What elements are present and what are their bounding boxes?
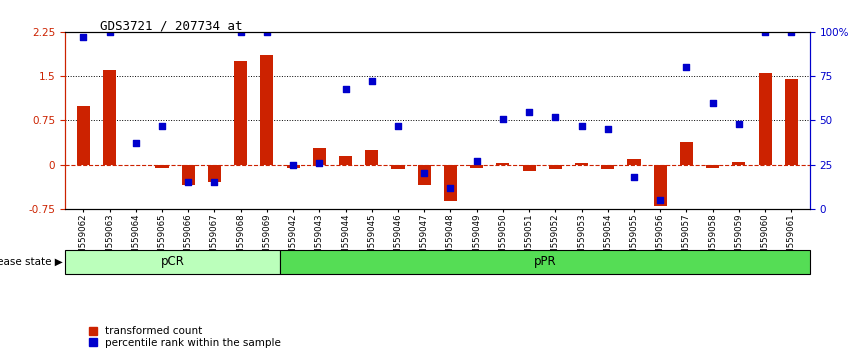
Bar <box>444 165 457 201</box>
Point <box>313 160 326 166</box>
Text: pPR: pPR <box>533 256 556 268</box>
Bar <box>65 250 280 274</box>
Point <box>339 86 352 91</box>
Legend: transformed count, percentile rank within the sample: transformed count, percentile rank withi… <box>87 325 282 349</box>
Point <box>417 171 431 176</box>
Bar <box>208 165 221 182</box>
Bar <box>470 165 483 167</box>
Bar <box>654 165 667 206</box>
Bar <box>496 164 509 165</box>
Bar <box>680 142 693 165</box>
Bar <box>103 70 116 165</box>
Bar <box>339 156 352 165</box>
Point <box>391 123 405 129</box>
Bar <box>365 150 378 165</box>
Point <box>181 179 195 185</box>
Bar <box>313 148 326 165</box>
Bar <box>287 165 300 167</box>
Point <box>759 29 772 35</box>
Point <box>680 64 694 70</box>
Bar <box>391 165 404 169</box>
Bar <box>417 165 430 185</box>
Bar <box>182 165 195 185</box>
Point <box>601 126 615 132</box>
Point <box>732 121 746 127</box>
Point <box>469 158 483 164</box>
Bar <box>77 105 90 165</box>
Bar <box>280 250 810 274</box>
Point <box>76 34 90 40</box>
Point <box>155 123 169 129</box>
Bar <box>628 159 641 165</box>
Bar <box>733 162 746 165</box>
Bar <box>261 56 274 165</box>
Point <box>653 197 667 203</box>
Point <box>627 174 641 180</box>
Text: GDS3721 / 207734_at: GDS3721 / 207734_at <box>100 19 242 33</box>
Point <box>286 162 300 167</box>
Point <box>443 185 457 190</box>
Point <box>129 141 143 146</box>
Bar <box>575 164 588 165</box>
Point <box>575 123 589 129</box>
Point <box>208 179 222 185</box>
Point <box>234 29 248 35</box>
Bar <box>549 165 562 169</box>
Point <box>522 109 536 114</box>
Point <box>785 29 798 35</box>
Bar <box>706 165 720 167</box>
Bar <box>155 165 169 167</box>
Point <box>496 116 510 121</box>
Point <box>260 29 274 35</box>
Point <box>706 100 720 105</box>
Bar <box>759 73 772 165</box>
Point <box>548 114 562 120</box>
Text: disease state ▶: disease state ▶ <box>0 257 63 267</box>
Text: pCR: pCR <box>160 256 184 268</box>
Bar <box>601 165 614 169</box>
Bar <box>785 79 798 165</box>
Point <box>365 79 378 84</box>
Point <box>102 29 116 35</box>
Bar <box>522 165 536 171</box>
Bar <box>234 61 247 165</box>
